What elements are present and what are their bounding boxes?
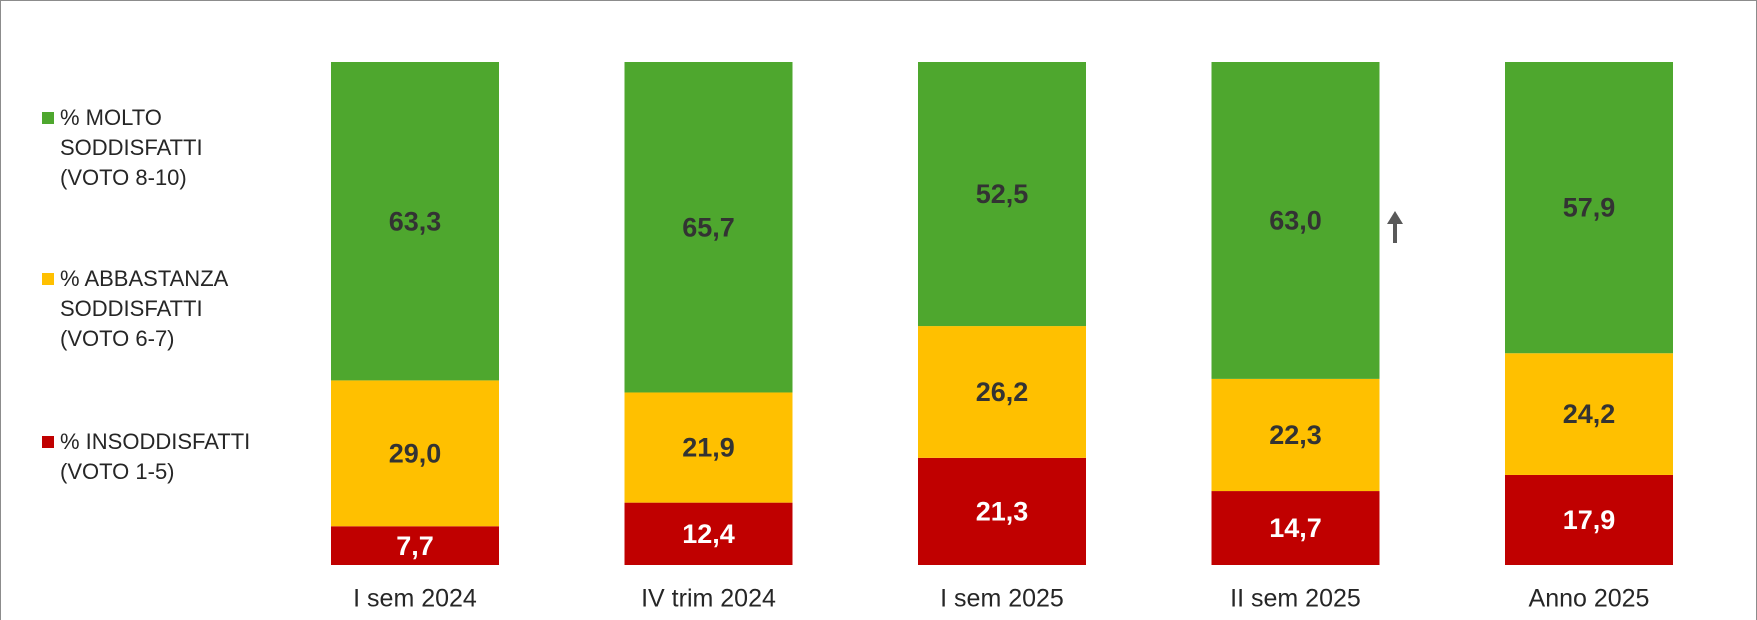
data-label: 52,5 <box>976 179 1029 209</box>
data-label: 63,0 <box>1269 206 1322 236</box>
data-label: 7,7 <box>396 531 434 561</box>
legend-entry: % INSODDISFATTI (VOTO 1-5) <box>42 427 257 487</box>
bar-segment <box>331 62 499 381</box>
bar-segment <box>624 392 793 503</box>
legend-swatch <box>42 273 54 285</box>
legend-label: % ABBASTANZA SODDISFATTI (VOTO 6-7) <box>60 266 228 351</box>
data-label: 14,7 <box>1269 513 1322 543</box>
legend-swatch <box>42 436 54 448</box>
legend-entry: % MOLTO SODDISFATTI (VOTO 8-10) <box>42 103 257 193</box>
bar-segment <box>331 526 499 565</box>
data-label: 21,3 <box>976 497 1029 527</box>
bar-segment <box>1505 62 1673 354</box>
x-tick-label: Anno 2025 <box>1529 585 1650 613</box>
legend-swatch <box>42 112 54 124</box>
bar-segment <box>918 457 1086 565</box>
x-tick-label: I sem 2025 <box>940 585 1064 613</box>
bar-segment <box>918 62 1086 327</box>
data-label: 21,9 <box>682 433 735 463</box>
data-label: 65,7 <box>682 212 735 242</box>
bar-segment <box>1211 62 1380 379</box>
x-tick-label: I sem 2024 <box>353 585 477 613</box>
data-label: 26,2 <box>976 377 1029 407</box>
data-label: 63,3 <box>389 206 442 236</box>
data-label: 57,9 <box>1563 193 1616 223</box>
trend-arrow <box>1387 211 1403 243</box>
data-label: 17,9 <box>1563 505 1616 535</box>
bar-segment <box>1211 378 1380 492</box>
bar-segment <box>331 380 499 527</box>
legend-label: % MOLTO SODDISFATTI (VOTO 8-10) <box>60 105 203 190</box>
x-tick-label: II sem 2025 <box>1230 585 1361 613</box>
bar-segment <box>1505 353 1673 475</box>
data-label: 24,2 <box>1563 399 1616 429</box>
data-label: 29,0 <box>389 438 442 468</box>
bar-segment <box>1505 474 1673 565</box>
data-label: 12,4 <box>682 519 735 549</box>
arrow-head <box>1387 211 1403 224</box>
bar-segment <box>918 326 1086 458</box>
legend-label: % INSODDISFATTI (VOTO 1-5) <box>60 429 251 484</box>
bar-segment <box>624 62 793 393</box>
bar-segment <box>1211 491 1380 565</box>
bar-segment <box>624 502 793 565</box>
x-tick-label: IV trim 2024 <box>641 585 776 613</box>
legend-entry: % ABBASTANZA SODDISFATTI (VOTO 6-7) <box>42 264 257 354</box>
data-label: 22,3 <box>1269 420 1322 450</box>
